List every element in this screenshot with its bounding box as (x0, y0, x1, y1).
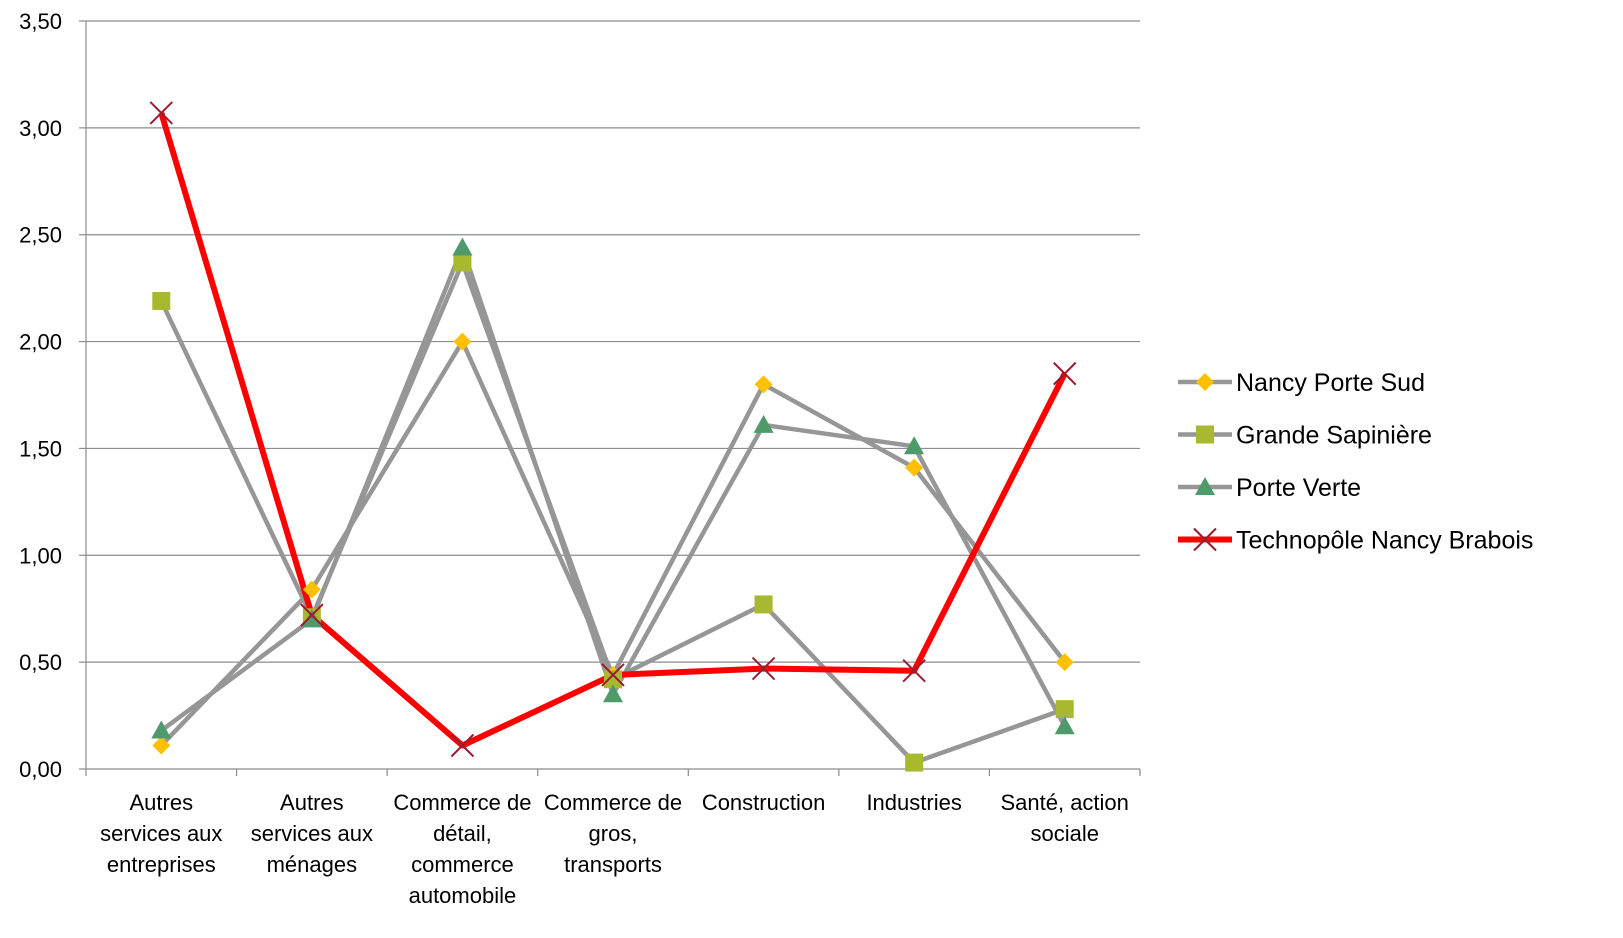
data-point-x (149, 101, 173, 125)
x-tick-label: Commerce de gros, transports (544, 790, 682, 877)
legend-label: Porte Verte (1236, 474, 1361, 502)
x-marker-stroke (300, 603, 324, 627)
y-tick-label: 1,00 (19, 543, 62, 568)
x-tick-label-line: Autres (129, 790, 193, 815)
legend: Nancy Porte Sud Grande Sapinière Porte Ver… (1178, 369, 1533, 555)
data-point-x (1053, 361, 1077, 386)
x-tick-label-line: entreprises (107, 852, 216, 877)
legend-marker-x (1193, 527, 1217, 552)
data-point-diamond (152, 736, 171, 755)
data-point-triangle (1054, 716, 1075, 735)
y-tick-label: 2,50 (19, 223, 62, 248)
data-point-diamond (905, 458, 924, 477)
data-point-square (604, 670, 622, 689)
x-tick-label-line: Commerce de (544, 790, 682, 815)
data-point-x (300, 603, 324, 627)
x-tick-label-line: Industries (866, 790, 961, 815)
series-lines (158, 112, 1068, 765)
legend-marker-diamond (1196, 373, 1214, 391)
y-tick-label: 1,50 (19, 436, 62, 461)
data-point-x (751, 656, 776, 681)
data-point-x (450, 733, 475, 758)
data-point-square (905, 753, 924, 772)
legend-marker-triangle (1195, 477, 1215, 495)
axes (79, 20, 1141, 776)
y-tick-label: 0,00 (19, 757, 62, 782)
data-point-diamond (1055, 653, 1074, 672)
legend-marker-square (1196, 425, 1214, 444)
x-tick-label-line: détail, (433, 821, 492, 846)
x-marker-stroke (149, 101, 173, 125)
y-tick-label: 3,50 (19, 9, 62, 34)
data-point-triangle (753, 414, 774, 433)
x-marker-stroke (751, 656, 776, 681)
y-tick-label: 3,00 (19, 116, 62, 141)
x-tick-label-line: commerce (411, 852, 514, 877)
x-tick-label-line: Construction (702, 790, 826, 815)
data-point-diamond (302, 580, 321, 599)
x-axis-tick-labels: Autres services aux entreprises Autres servi… (100, 790, 1129, 908)
data-point-square (152, 291, 171, 310)
series-line-3 (158, 112, 1068, 749)
data-point-triangle (301, 609, 322, 628)
x-tick-label-line: Autres (280, 790, 344, 815)
data-point-diamond (453, 332, 472, 351)
legend-entry: Grande Sapinière (1178, 422, 1432, 450)
x-tick-label: Autres services aux ménages (251, 790, 373, 877)
x-marker-stroke (601, 663, 625, 687)
y-tick-label: 0,50 (19, 650, 62, 675)
data-point-square (453, 253, 472, 272)
x-tick-label: Construction (702, 790, 826, 815)
data-point-triangle (452, 237, 473, 256)
series-markers (149, 101, 1077, 772)
x-tick-label-line: Santé, action (1000, 790, 1128, 815)
x-marker-stroke (1193, 527, 1217, 552)
x-tick-label-line: services aux (100, 821, 222, 846)
x-tick-label-line: ménages (267, 852, 358, 877)
data-point-x (601, 663, 625, 687)
data-point-square (1055, 700, 1074, 719)
x-tick-label: Autres services aux entreprises (100, 790, 222, 877)
x-tick-label: Santé, action sociale (1000, 790, 1128, 846)
y-tick-label: 2,00 (19, 330, 62, 355)
data-point-square (754, 595, 773, 614)
gridlines (86, 20, 1140, 663)
x-tick-label: Commerce de détail, commerce automobile (393, 790, 531, 908)
x-marker-stroke (1053, 361, 1077, 386)
legend-entry: Nancy Porte Sud (1178, 369, 1425, 397)
legend-entry: Technopôle Nancy Brabois (1178, 527, 1533, 555)
x-marker-stroke (450, 733, 475, 758)
x-tick-label-line: Commerce de (393, 790, 531, 815)
x-tick-label-line: automobile (409, 883, 517, 908)
legend-entry: Porte Verte (1178, 474, 1361, 502)
legend-label: Nancy Porte Sud (1236, 369, 1425, 397)
x-tick-label-line: services aux (251, 821, 373, 846)
data-point-triangle (904, 436, 925, 455)
data-point-triangle (603, 684, 623, 703)
x-tick-label-line: transports (564, 852, 662, 877)
x-tick-label-line: sociale (1030, 821, 1098, 846)
legend-label: Technopôle Nancy Brabois (1236, 527, 1533, 555)
data-point-diamond (754, 375, 773, 394)
data-point-triangle (151, 720, 172, 739)
y-axis-tick-labels: 0,00 0,50 1,00 1,50 2,00 2,50 3,00 3,50 (19, 9, 62, 782)
x-tick-label: Industries (866, 790, 961, 815)
x-tick-label-line: gros, (589, 821, 638, 846)
legend-label: Grande Sapinière (1236, 422, 1432, 450)
x-marker-stroke (902, 658, 926, 683)
data-point-x (902, 658, 926, 683)
